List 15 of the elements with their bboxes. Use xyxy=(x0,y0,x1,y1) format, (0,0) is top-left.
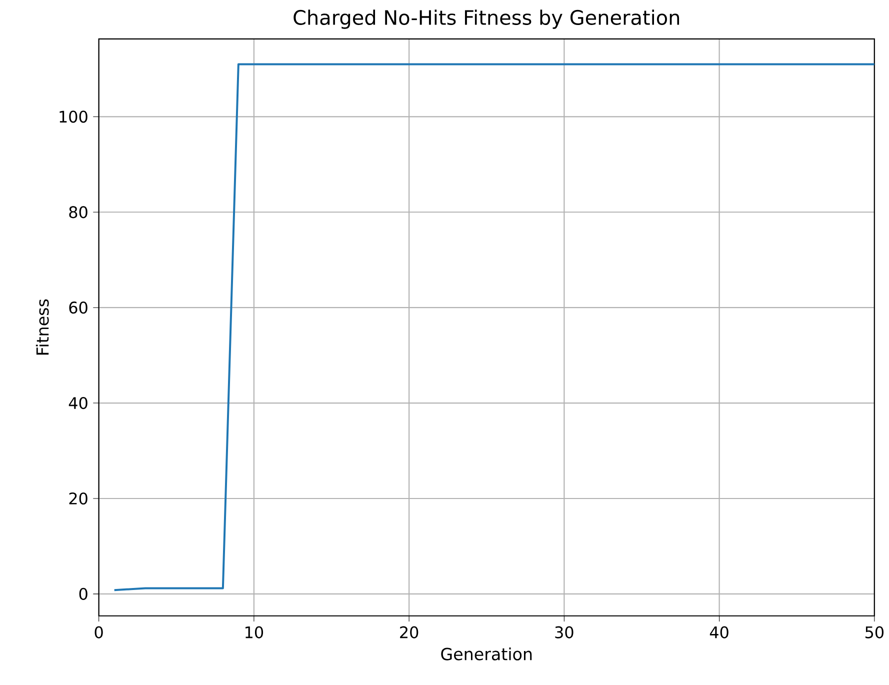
y-tick-label: 0 xyxy=(79,588,88,600)
chart-title: Charged No-Hits Fitness by Generation xyxy=(294,10,680,30)
y-tick-label: 60 xyxy=(69,302,88,314)
x-tick-label: 50 xyxy=(865,626,884,638)
y-tick-label: 80 xyxy=(69,206,88,218)
x-tick-label: 40 xyxy=(710,626,728,638)
y-axis-title: Fitness xyxy=(36,300,49,355)
x-axis-title: Generation xyxy=(441,648,532,660)
x-tick-label: 20 xyxy=(400,626,418,638)
x-tick-label: 10 xyxy=(246,626,264,638)
x-tick-label: 0 xyxy=(94,626,103,638)
y-tick-label: 20 xyxy=(69,492,88,505)
y-tick-label: 100 xyxy=(60,110,88,123)
x-tick-label: 30 xyxy=(555,626,574,638)
y-tick-label: 40 xyxy=(68,397,88,410)
